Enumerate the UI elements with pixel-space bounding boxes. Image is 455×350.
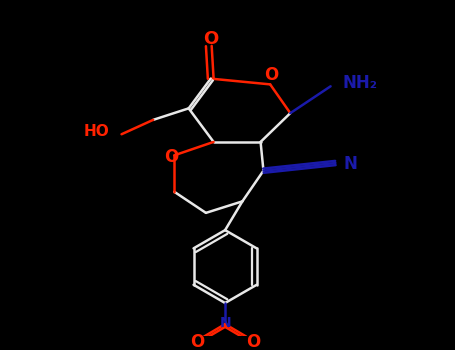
Text: NH₂: NH₂ [342, 75, 377, 92]
Text: N: N [343, 155, 357, 173]
Text: HO: HO [83, 124, 109, 139]
Text: N: N [219, 316, 231, 330]
Text: O: O [264, 66, 278, 84]
Text: O: O [246, 333, 260, 350]
Text: O: O [164, 148, 178, 166]
Text: O: O [203, 30, 218, 48]
Text: O: O [190, 333, 204, 350]
